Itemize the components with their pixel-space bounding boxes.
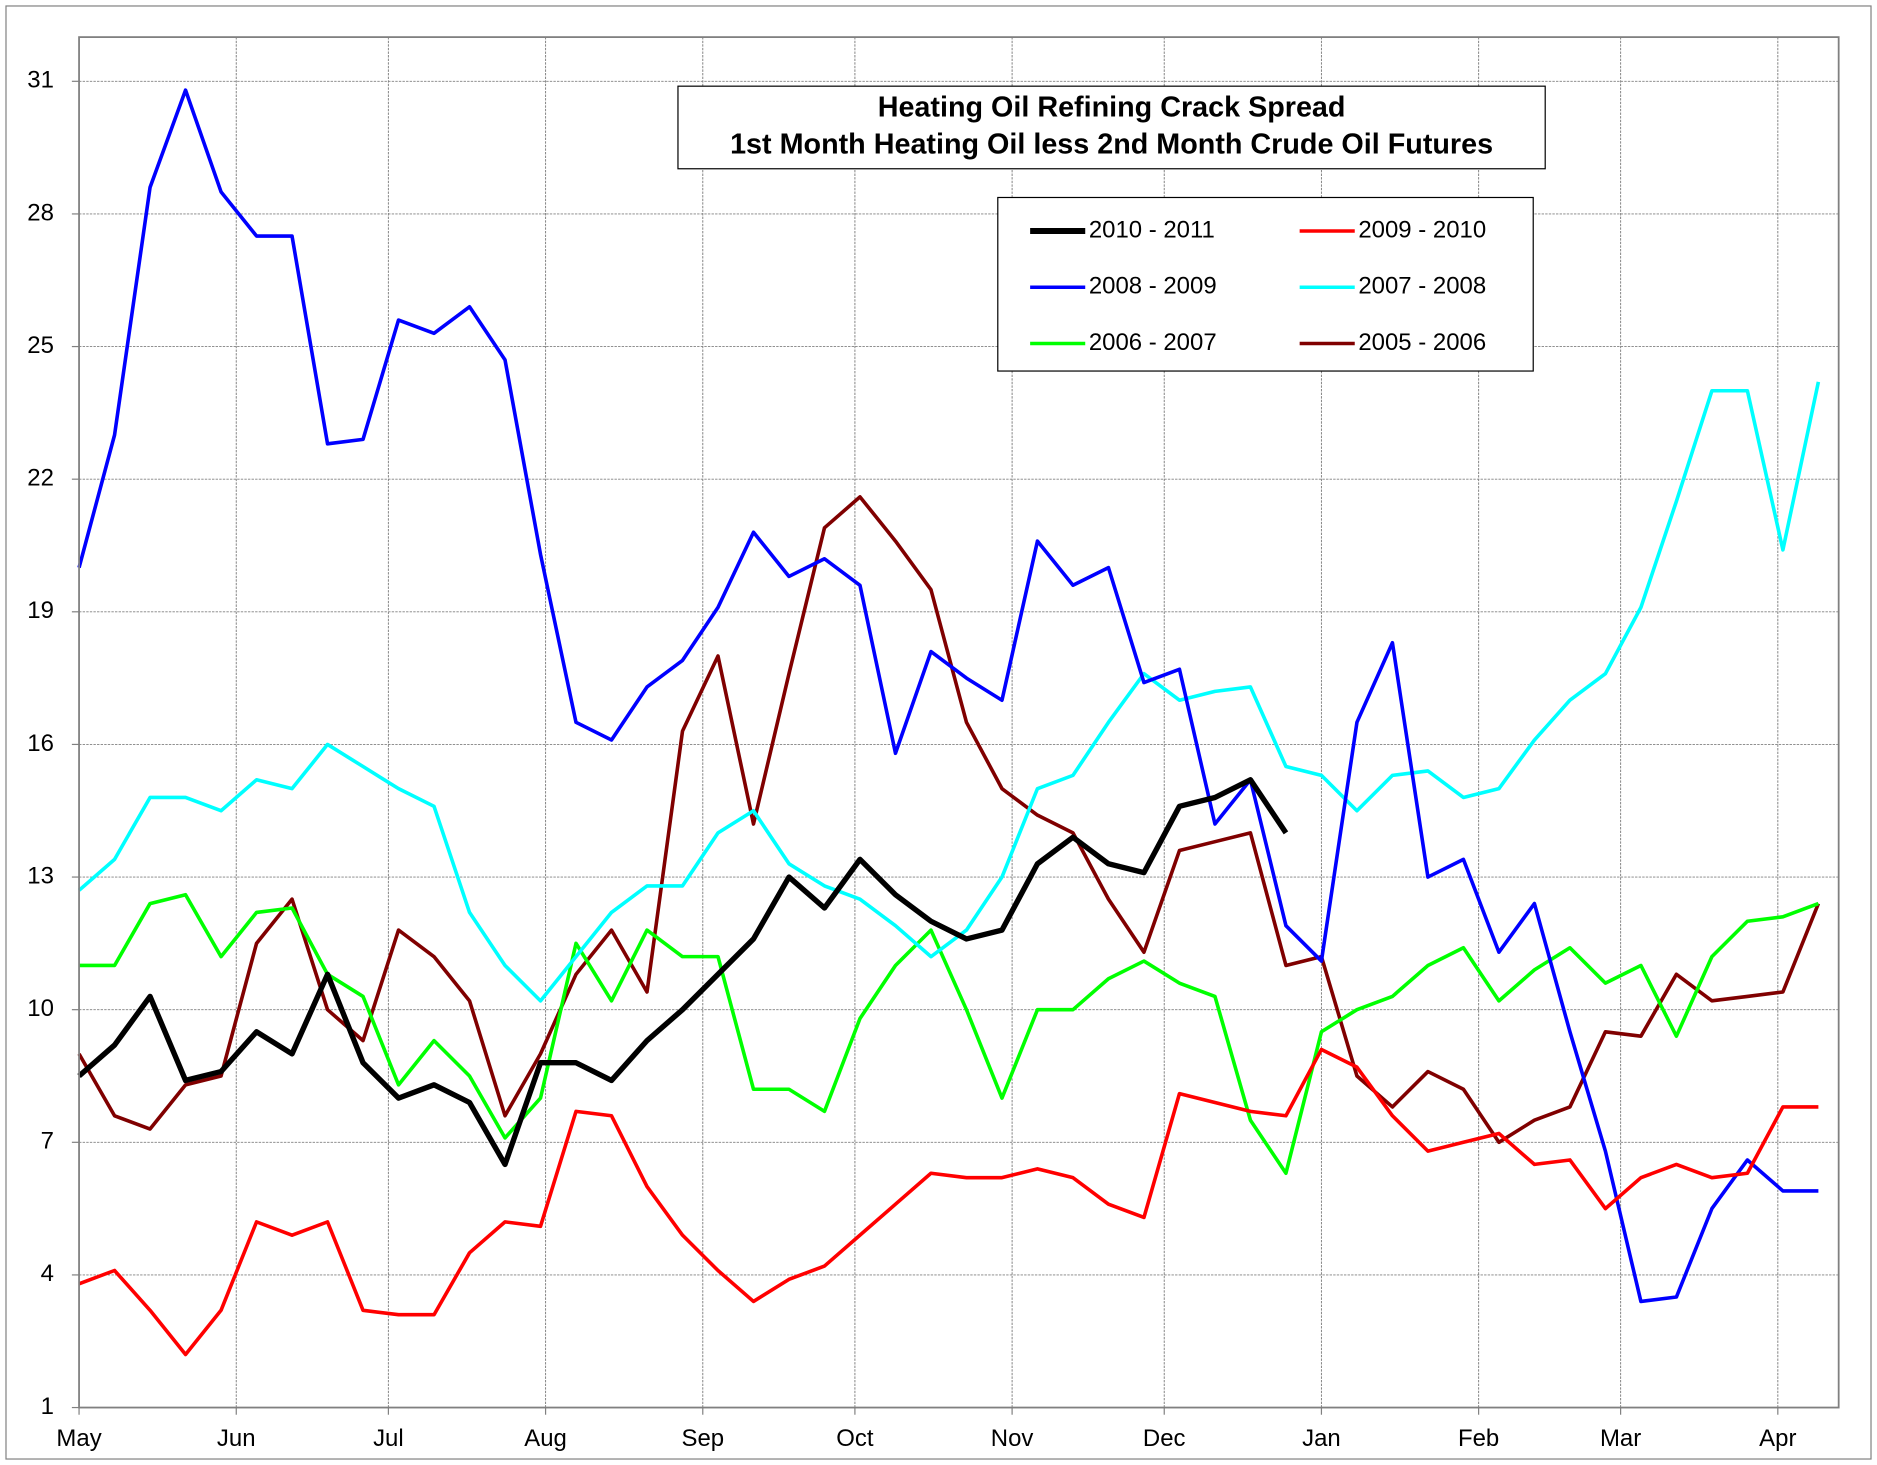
- y-tick-label: 31: [27, 67, 54, 94]
- y-tick-label: 28: [27, 199, 54, 226]
- x-tick-label: May: [56, 1425, 101, 1452]
- y-tick-label: 10: [27, 995, 54, 1022]
- x-tick-label: Jun: [217, 1425, 256, 1452]
- y-tick-label: 19: [27, 597, 54, 624]
- x-tick-label: Jul: [373, 1425, 404, 1452]
- y-tick-label: 22: [27, 465, 54, 492]
- series-line: [77, 88, 1819, 1304]
- y-tick-label: 16: [27, 730, 54, 757]
- plot-frame: [78, 36, 1840, 1409]
- legend-items: 2010 - 2011 2009 - 2010 2008 - 2009 2007 - …: [1030, 216, 1486, 356]
- legend-label: 2007 - 2008: [1358, 273, 1486, 300]
- legend-label: 2008 - 2009: [1089, 273, 1217, 300]
- x-tick-label: Mar: [1600, 1425, 1641, 1452]
- legend-label: 2009 - 2010: [1358, 216, 1486, 243]
- series-line: [77, 777, 1289, 1168]
- chart-title: Heating Oil Refining Crack Spread: [878, 92, 1346, 124]
- series-line: [77, 381, 1821, 1003]
- y-tick-label: 7: [41, 1128, 54, 1155]
- x-tick-label: Apr: [1759, 1425, 1796, 1452]
- x-tick-label: Aug: [524, 1425, 567, 1452]
- title-box: [677, 85, 1546, 170]
- y-tick-label: 13: [27, 862, 54, 889]
- legend-label: 2006 - 2007: [1089, 329, 1217, 356]
- x-tick-label: Nov: [991, 1425, 1034, 1452]
- series-line: [78, 1047, 1819, 1357]
- x-tick-label: Dec: [1143, 1425, 1186, 1452]
- plot-lines: [77, 88, 1821, 1357]
- x-tick-label: Oct: [836, 1425, 874, 1452]
- y-tick-label: 1: [41, 1393, 54, 1420]
- y-tick-label: 25: [27, 332, 54, 359]
- chart-frame: [5, 5, 1872, 1460]
- x-tick-label: Feb: [1458, 1425, 1499, 1452]
- legend-label: 2005 - 2006: [1358, 329, 1486, 356]
- legend-label: 2010 - 2011: [1089, 216, 1215, 243]
- x-tick-label: Sep: [681, 1425, 724, 1452]
- chart-subtitle: 1st Month Heating Oil less 2nd Month Cru…: [730, 129, 1493, 161]
- legend: [997, 196, 1534, 372]
- series-line: [79, 892, 1820, 1176]
- y-tick-label: 4: [41, 1260, 54, 1287]
- series-line: [77, 495, 1821, 1145]
- x-tick-label: Jan: [1302, 1425, 1341, 1452]
